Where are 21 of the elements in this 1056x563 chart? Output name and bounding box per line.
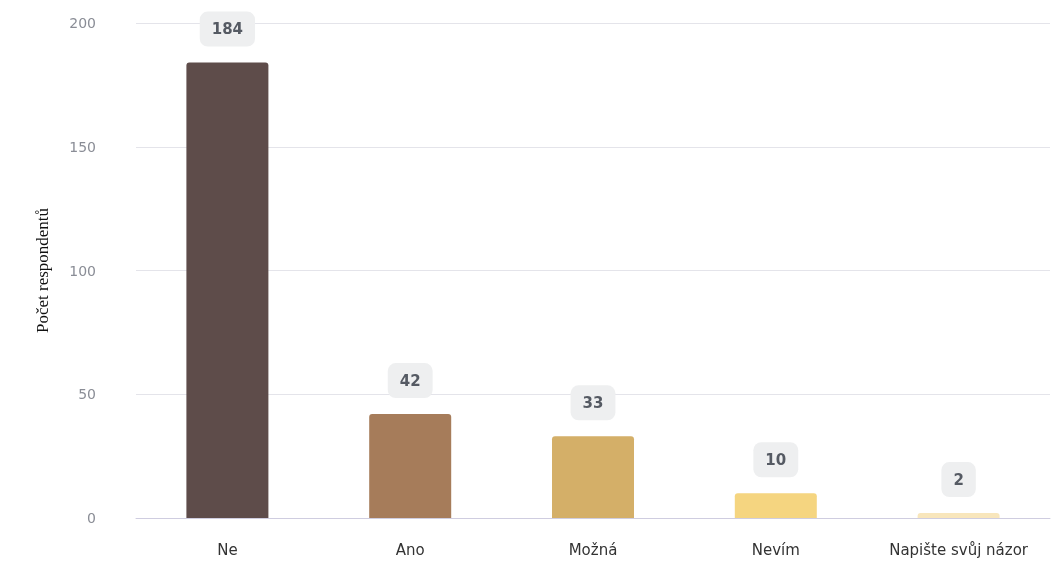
y-tick-label: 200: [69, 15, 96, 31]
x-tick-label: Ano: [395, 540, 425, 559]
y-tick-label: 150: [69, 138, 96, 155]
bar: [917, 513, 1000, 518]
y-tick-label: 100: [69, 262, 96, 279]
data-label: 184: [211, 20, 244, 39]
x-tick-label: Nevím: [751, 540, 800, 559]
data-label: 10: [765, 450, 787, 469]
y-tick-label: 0: [87, 510, 96, 526]
bar: [552, 436, 634, 518]
bar: [734, 493, 817, 518]
y-tick-label: 50: [78, 386, 96, 403]
bar: [186, 62, 269, 518]
data-label: 42: [399, 371, 421, 390]
bar: [369, 414, 452, 518]
x-tick-label: Možná: [568, 540, 618, 559]
x-tick-label: Napište svůj názor: [889, 540, 1029, 559]
data-label: 2: [953, 470, 964, 489]
data-label: 33: [582, 393, 604, 412]
y-axis-title: Počet respondentů: [33, 207, 52, 334]
x-tick-label: Ne: [217, 540, 238, 559]
